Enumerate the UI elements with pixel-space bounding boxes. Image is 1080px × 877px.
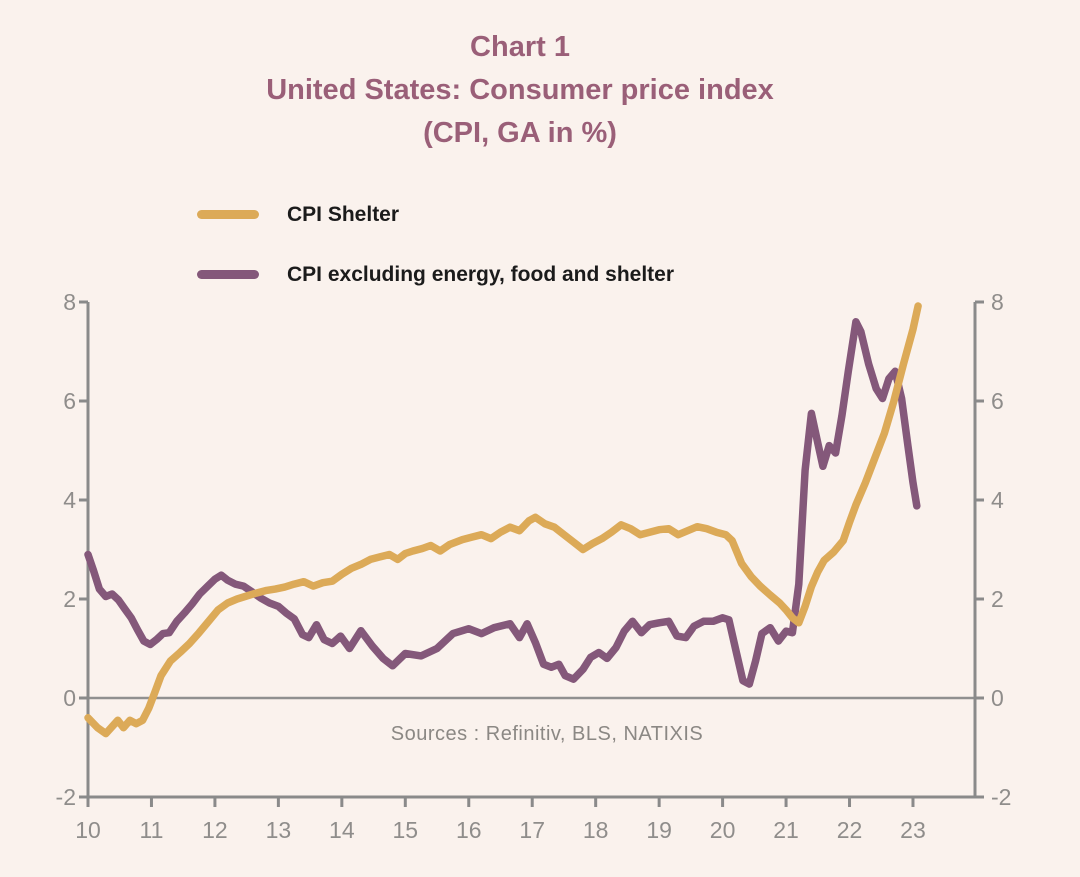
x-axis: 10 11 12 13 14 15 16 17 18 19 20 21 22 23 — [75, 795, 975, 843]
y-axis-left-label-8: 8 — [63, 289, 76, 315]
x-axis-label-20: 20 — [710, 817, 736, 843]
chart-title: Chart 1 United States: Consumer price in… — [0, 26, 1040, 155]
y-axis-left-label-4: 4 — [63, 487, 76, 513]
y-axis-left-label-6: 6 — [63, 388, 76, 414]
y-axis-right-label-8: 8 — [991, 289, 1004, 315]
y-axis-right-label-2: 2 — [991, 586, 1004, 612]
y-axis-right-label-6: 6 — [991, 388, 1004, 414]
y-axis-left-label--2: -2 — [56, 784, 76, 810]
y-axis-left-label-0: 0 — [63, 685, 76, 711]
legend-swatch-cpi-excluding — [197, 270, 259, 279]
x-axis-label-13: 13 — [266, 817, 292, 843]
x-axis-label-22: 22 — [837, 817, 863, 843]
x-axis-label-19: 19 — [646, 817, 672, 843]
x-axis-label-16: 16 — [456, 817, 482, 843]
x-axis-label-14: 14 — [329, 817, 355, 843]
x-axis-label-21: 21 — [773, 817, 799, 843]
y-axis-right-label-4: 4 — [991, 487, 1004, 513]
source-note: Sources : Refinitiv, BLS, NATIXIS — [390, 723, 704, 745]
legend-swatch-cpi-shelter — [197, 210, 259, 219]
legend-label-cpi-excluding: CPI excluding energy, food and shelter — [287, 263, 675, 286]
chart-title-line3: (CPI, GA in %) — [423, 117, 617, 149]
x-axis-label-18: 18 — [583, 817, 609, 843]
legend-item-cpi-excluding: CPI excluding energy, food and shelter — [197, 261, 674, 288]
x-axis-label-15: 15 — [393, 817, 419, 843]
series-line-cpi-excluding-energy-food-and-shelter — [84, 318, 921, 688]
x-axis-label-11: 11 — [140, 817, 164, 843]
y-axis-left: -2 0 2 4 6 8 — [56, 289, 90, 810]
legend-label-cpi-shelter: CPI Shelter — [287, 203, 400, 226]
chart-title-line2: United States: Consumer price index — [266, 74, 774, 106]
y-axis-right-label-0: 0 — [991, 685, 1004, 711]
x-axis-label-17: 17 — [519, 817, 545, 843]
x-axis-label-23: 23 — [900, 817, 926, 843]
y-axis-right: -2 0 2 4 6 8 — [973, 289, 1011, 810]
y-axis-left-label-2: 2 — [63, 586, 76, 612]
y-axis-right-label--2: -2 — [991, 784, 1011, 810]
legend-item-cpi-shelter: CPI Shelter — [197, 201, 399, 228]
series-line-cpi-shelter — [84, 302, 922, 738]
x-axis-label-12: 12 — [202, 817, 228, 843]
x-axis-label-10: 10 — [75, 817, 101, 843]
chart-title-line1: Chart 1 — [470, 31, 570, 63]
